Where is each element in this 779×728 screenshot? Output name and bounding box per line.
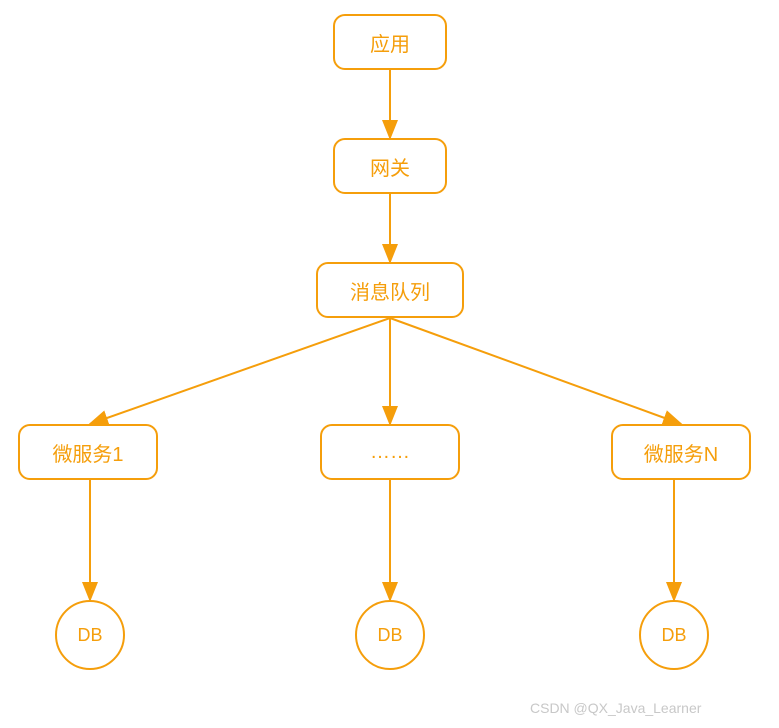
node-label: DB	[377, 625, 402, 646]
node-svcN: 微服务N	[611, 424, 751, 480]
node-db1: DB	[55, 600, 125, 670]
node-label: 消息队列	[350, 276, 430, 305]
node-app: 应用	[333, 14, 447, 70]
node-db2: DB	[355, 600, 425, 670]
node-dbN: DB	[639, 600, 709, 670]
edge-mq-svcN	[390, 318, 681, 424]
node-label: 网关	[370, 152, 410, 181]
watermark-text: CSDN @QX_Java_Learner	[530, 700, 701, 716]
node-label: 微服务1	[52, 438, 123, 467]
edge-mq-svc1	[90, 318, 390, 424]
node-svc1: 微服务1	[18, 424, 158, 480]
node-svc2: ……	[320, 424, 460, 480]
node-gateway: 网关	[333, 138, 447, 194]
node-label: DB	[77, 625, 102, 646]
node-label: 微服务N	[644, 438, 718, 467]
node-label: 应用	[370, 28, 410, 57]
node-label: ……	[370, 441, 410, 464]
node-label: DB	[661, 625, 686, 646]
node-mq: 消息队列	[316, 262, 464, 318]
